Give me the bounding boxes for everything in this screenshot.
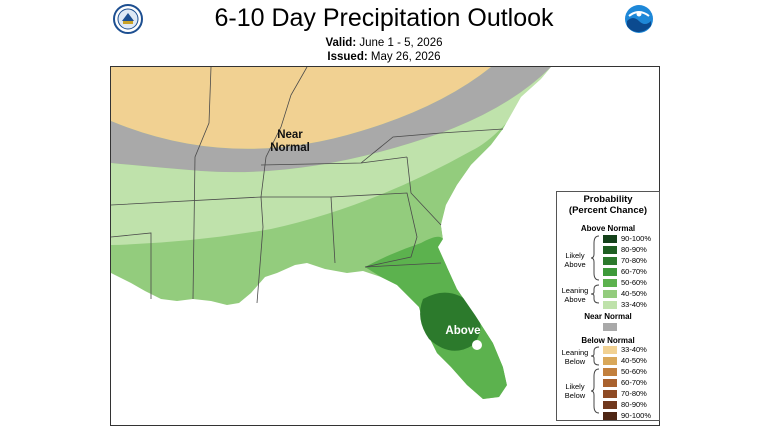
likely-below-brace <box>591 368 600 414</box>
state-borders <box>111 67 504 304</box>
near-normal-zone <box>111 67 551 173</box>
lake-okeechobee <box>472 340 482 350</box>
leaning-above-label: Leaning Above <box>561 286 589 304</box>
below-normal-zone <box>111 67 491 149</box>
below-swatch-label: 80-90% <box>621 400 647 409</box>
above-label: Above <box>445 325 481 337</box>
valid-date: June 1 - 5, 2026 <box>359 37 443 49</box>
leaning-above-zone <box>111 67 551 245</box>
below-swatch-label: 90-100% <box>621 411 652 420</box>
outlook-map: Near Normal Above <box>110 66 660 426</box>
above-swatch <box>603 279 617 287</box>
above-swatch-label: 50-60% <box>621 278 647 287</box>
valid-line: Valid: June 1 - 5, 2026 <box>0 37 768 49</box>
above-normal-heading: Above Normal <box>580 224 636 233</box>
below-swatch <box>603 368 617 376</box>
near-normal-label: Near Normal <box>270 129 310 154</box>
below-swatch <box>603 346 617 354</box>
above-swatch <box>603 246 617 254</box>
legend-title: Probability (Percent Chance) <box>568 194 648 216</box>
above-swatch-label: 40-50% <box>621 289 647 298</box>
issued-line: Issued: May 26, 2026 <box>0 51 768 63</box>
above-swatch <box>603 290 617 298</box>
above-swatch-label: 80-90% <box>621 245 647 254</box>
near-normal-swatch <box>603 323 617 331</box>
below-swatch-label: 70-80% <box>621 389 647 398</box>
below-swatch <box>603 401 617 409</box>
likely-above-label: Likely Above <box>564 251 586 269</box>
below-swatch <box>603 412 617 420</box>
above-swatch <box>603 268 617 276</box>
above-swatch-label: 60-70% <box>621 267 647 276</box>
below-swatch-label: 40-50% <box>621 356 647 365</box>
likely-below-label: Likely Below <box>564 382 586 400</box>
page-title: 6-10 Day Precipitation Outlook <box>214 4 554 32</box>
leaning-below-label: Leaning Below <box>561 348 589 366</box>
below-swatch-label: 60-70% <box>621 378 647 387</box>
below-swatch <box>603 390 617 398</box>
below-normal-heading: Below Normal <box>581 336 635 345</box>
above-swatch <box>603 235 617 243</box>
below-swatch-label: 50-60% <box>621 367 647 376</box>
leaning-above-brace <box>591 284 600 304</box>
commerce-seal-icon <box>113 4 143 34</box>
above-swatch-label: 33-40% <box>621 300 647 309</box>
likely-above-core <box>420 292 481 351</box>
legend: Probability (Percent Chance) Above Norma… <box>556 191 660 421</box>
below-swatch-label: 33-40% <box>621 345 647 354</box>
above-swatch <box>603 257 617 265</box>
valid-label: Valid: <box>325 37 357 49</box>
issued-label: Issued: <box>327 51 368 63</box>
above-swatch-label: 90-100% <box>621 234 652 243</box>
above-swatch-label: 70-80% <box>621 256 647 265</box>
noaa-logo-icon <box>625 5 653 33</box>
above-swatch <box>603 301 617 309</box>
leaning-below-brace <box>591 346 600 366</box>
near-normal-heading: Near Normal <box>584 312 632 321</box>
below-swatch <box>603 357 617 365</box>
likely-above-brace <box>591 235 600 281</box>
below-swatch <box>603 379 617 387</box>
issued-date: May 26, 2026 <box>370 51 441 63</box>
